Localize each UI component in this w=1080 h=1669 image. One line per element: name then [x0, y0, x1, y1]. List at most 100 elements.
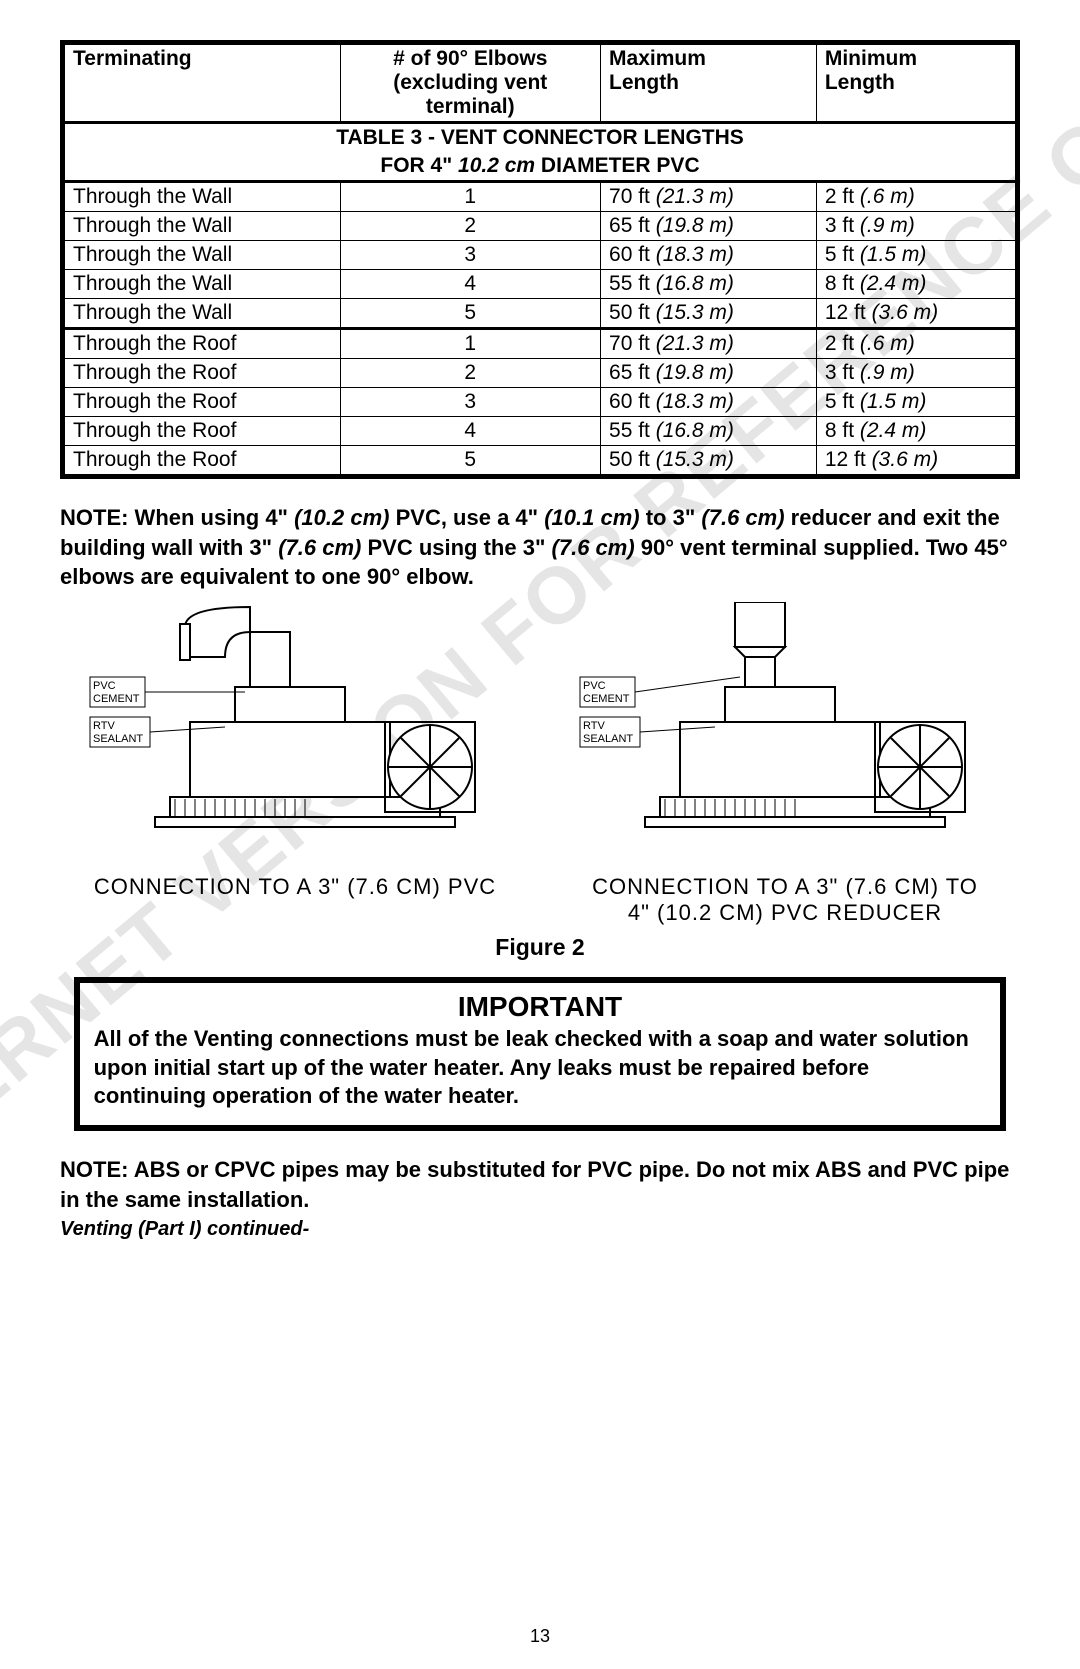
diagram-right-icon: PVC CEMENT RTV SEALANT [575, 602, 995, 862]
col-min-l2: Length [825, 71, 1007, 95]
vent-connector-table: TABLE 3 - VENT CONNECTOR LENGTHS FOR 4" … [60, 40, 1020, 479]
important-body: All of the Venting connections must be l… [94, 1025, 987, 1111]
cell-min: 12 ft (3.6 m) [816, 299, 1017, 329]
n1p3: to 3" [640, 505, 702, 530]
cell-max: 60 ft (18.3 m) [601, 388, 817, 417]
label-pvc: PVC [93, 680, 116, 692]
svg-text:SEALANT: SEALANT [583, 733, 633, 745]
table-row: Through the Roof455 ft (16.8 m)8 ft (2.4… [63, 417, 1018, 446]
note-abs-cpvc: NOTE: ABS or CPVC pipes may be substitut… [60, 1155, 1020, 1214]
cell-max: 70 ft (21.3 m) [601, 182, 817, 212]
cell-elbows: 5 [340, 299, 601, 329]
cell-min: 5 ft (1.5 m) [816, 388, 1017, 417]
col-min-l1: Minimum [825, 47, 1007, 71]
col-min: Minimum Length [816, 43, 1017, 123]
cell-max: 65 ft (19.8 m) [601, 212, 817, 241]
cell-elbows: 1 [340, 182, 601, 212]
cell-min: 5 ft (1.5 m) [816, 241, 1017, 270]
figure-right: PVC CEMENT RTV SEALANT CONNECTION TO A 3… [550, 602, 1020, 926]
n1p1: NOTE: When using 4" [60, 505, 294, 530]
cell-terminating: Through the Wall [63, 212, 341, 241]
cell-max: 65 ft (19.8 m) [601, 359, 817, 388]
label-rtv: RTV [93, 720, 115, 732]
col-terminating: Terminating [63, 43, 341, 123]
fig-caption-left: CONNECTION TO A 3" (7.6 CM) PVC [94, 874, 496, 900]
subtitle-prefix: FOR 4" [380, 154, 458, 177]
cell-min: 12 ft (3.6 m) [816, 446, 1017, 477]
cell-max: 70 ft (21.3 m) [601, 329, 817, 359]
cell-terminating: Through the Wall [63, 270, 341, 299]
table-row: Through the Roof170 ft (21.3 m)2 ft (.6 … [63, 329, 1018, 359]
cell-min: 2 ft (.6 m) [816, 182, 1017, 212]
figures-row: PVC CEMENT RTV SEALANT CONNECTION TO A 3… [60, 602, 1020, 926]
page-number: 13 [0, 1626, 1080, 1647]
table-subtitle: FOR 4" 10.2 cm DIAMETER PVC [63, 152, 1018, 182]
cell-terminating: Through the Wall [63, 182, 341, 212]
label-cement: CEMENT [93, 693, 140, 705]
table-row: Through the Wall455 ft (16.8 m)8 ft (2.4… [63, 270, 1018, 299]
n1m4: (7.6 cm) [278, 535, 361, 560]
cell-max: 50 ft (15.3 m) [601, 446, 817, 477]
col-max: Maximum Length [601, 43, 817, 123]
col-elbows-l3: terminal) [349, 95, 593, 119]
table-row: Through the Roof265 ft (19.8 m)3 ft (.9 … [63, 359, 1018, 388]
table-row: Through the Wall360 ft (18.3 m)5 ft (1.5… [63, 241, 1018, 270]
svg-text:PVC: PVC [583, 680, 606, 692]
cell-max: 60 ft (18.3 m) [601, 241, 817, 270]
col-elbows-l2: (excluding vent [349, 71, 593, 95]
cell-elbows: 4 [340, 417, 601, 446]
cell-terminating: Through the Roof [63, 388, 341, 417]
n1p2: PVC, use a 4" [389, 505, 544, 530]
important-box: IMPORTANT All of the Venting connections… [74, 977, 1007, 1131]
cell-min: 3 ft (.9 m) [816, 212, 1017, 241]
cell-min: 3 ft (.9 m) [816, 359, 1017, 388]
figure-label: Figure 2 [60, 934, 1020, 961]
cell-terminating: Through the Roof [63, 446, 341, 477]
col-elbows: # of 90° Elbows (excluding vent terminal… [340, 43, 601, 123]
n1m2: (10.1 cm) [544, 505, 639, 530]
label-sealant: SEALANT [93, 733, 143, 745]
subtitle-metric: 10.2 cm [458, 154, 535, 177]
cell-terminating: Through the Roof [63, 417, 341, 446]
table-row: Through the Roof550 ft (15.3 m)12 ft (3.… [63, 446, 1018, 477]
cell-elbows: 3 [340, 388, 601, 417]
cell-elbows: 1 [340, 329, 601, 359]
col-max-l2: Length [609, 71, 808, 95]
svg-text:RTV: RTV [583, 720, 605, 732]
n1m1: (10.2 cm) [294, 505, 389, 530]
cell-min: 8 ft (2.4 m) [816, 417, 1017, 446]
table-title: TABLE 3 - VENT CONNECTOR LENGTHS [63, 123, 1018, 153]
important-title: IMPORTANT [94, 991, 987, 1023]
svg-text:CEMENT: CEMENT [583, 693, 630, 705]
col-elbows-l1: # of 90° Elbows [349, 47, 593, 71]
subtitle-suffix: DIAMETER PVC [535, 154, 700, 177]
cell-elbows: 5 [340, 446, 601, 477]
cell-terminating: Through the Wall [63, 299, 341, 329]
n1m5: (7.6 cm) [552, 535, 635, 560]
cell-max: 55 ft (16.8 m) [601, 417, 817, 446]
cell-elbows: 2 [340, 212, 601, 241]
cell-min: 2 ft (.6 m) [816, 329, 1017, 359]
n1m3: (7.6 cm) [701, 505, 784, 530]
cap2a: CONNECTION TO A 3" (7.6 CM) TO [592, 874, 978, 900]
table-row: Through the Wall550 ft (15.3 m)12 ft (3.… [63, 299, 1018, 329]
cell-max: 50 ft (15.3 m) [601, 299, 817, 329]
cell-terminating: Through the Roof [63, 359, 341, 388]
cell-min: 8 ft (2.4 m) [816, 270, 1017, 299]
table-row: Through the Wall265 ft (19.8 m)3 ft (.9 … [63, 212, 1018, 241]
cell-terminating: Through the Roof [63, 329, 341, 359]
cap2b: 4" (10.2 CM) PVC REDUCER [592, 900, 978, 926]
cell-elbows: 2 [340, 359, 601, 388]
cell-max: 55 ft (16.8 m) [601, 270, 817, 299]
table-row: Through the Wall170 ft (21.3 m)2 ft (.6 … [63, 182, 1018, 212]
figure-left: PVC CEMENT RTV SEALANT CONNECTION TO A 3… [60, 602, 530, 926]
continued-text: Venting (Part I) continued- [60, 1218, 1020, 1241]
note-reducer: NOTE: When using 4" (10.2 cm) PVC, use a… [60, 503, 1020, 592]
table-row: Through the Roof360 ft (18.3 m)5 ft (1.5… [63, 388, 1018, 417]
n1p5: PVC using the 3" [361, 535, 551, 560]
cell-elbows: 4 [340, 270, 601, 299]
col-max-l1: Maximum [609, 47, 808, 71]
diagram-left-icon: PVC CEMENT RTV SEALANT [85, 602, 505, 862]
fig-caption-right: CONNECTION TO A 3" (7.6 CM) TO 4" (10.2 … [592, 874, 978, 926]
cell-elbows: 3 [340, 241, 601, 270]
